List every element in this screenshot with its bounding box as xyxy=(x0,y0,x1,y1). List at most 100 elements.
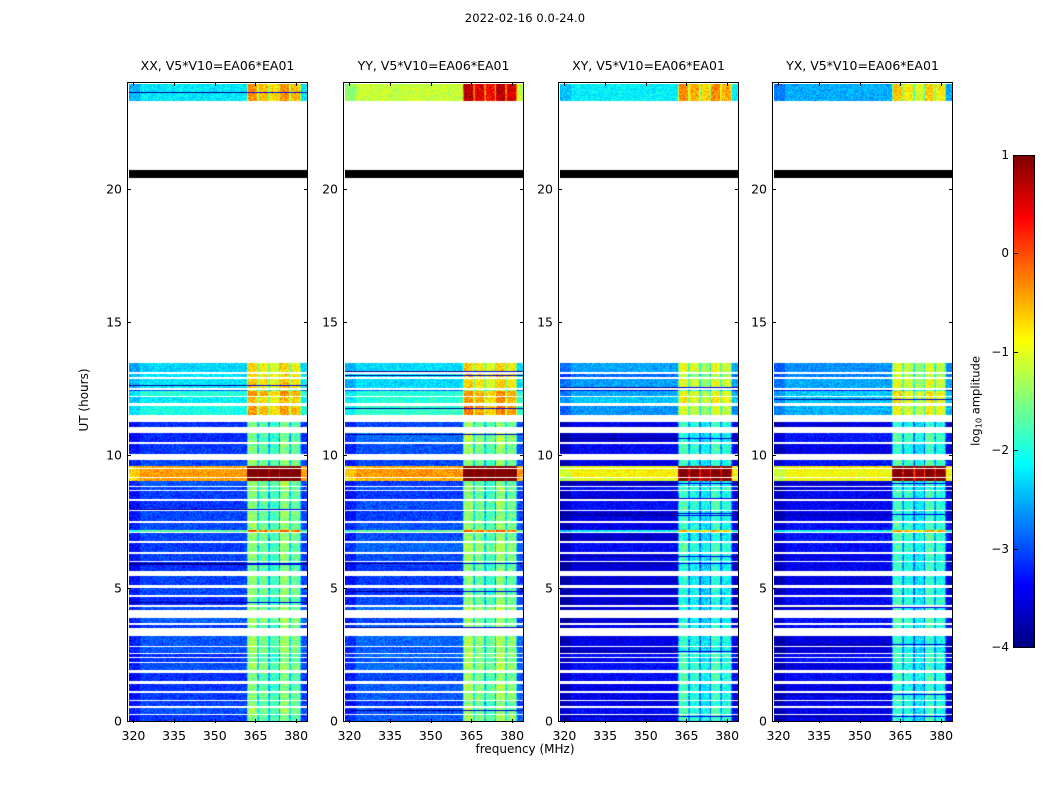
y-tick xyxy=(772,322,776,324)
y-tick xyxy=(343,322,347,324)
colorbar: −4 −3 −2 −1 0 1 xyxy=(991,148,1035,654)
y-tick xyxy=(558,189,562,191)
y-tick-right xyxy=(520,455,524,457)
colorbar-tick xyxy=(1013,253,1018,255)
x-tick-top xyxy=(819,82,821,86)
y-tick-label: 5 xyxy=(114,580,122,596)
x-tick-top xyxy=(941,82,943,86)
x-tick-top xyxy=(296,82,298,86)
y-tick xyxy=(558,322,562,324)
y-tick-label: 10 xyxy=(751,447,767,463)
x-tick xyxy=(430,719,432,723)
y-tick-label: 5 xyxy=(545,580,553,596)
y-tick-label: 5 xyxy=(330,580,338,596)
x-tick xyxy=(174,719,176,723)
y-tick-right xyxy=(735,322,739,324)
x-tick xyxy=(941,719,943,723)
x-tick xyxy=(512,719,514,723)
panel-title: YX, V5*V10=EA06*EA01 xyxy=(786,58,939,73)
x-tick-top xyxy=(255,82,257,86)
y-tick-right xyxy=(949,189,953,191)
x-tick-label: 380 xyxy=(929,728,954,743)
x-tick xyxy=(471,719,473,723)
y-tick-right xyxy=(735,189,739,191)
x-tick-top xyxy=(900,82,902,86)
y-tick-label: 20 xyxy=(322,181,338,197)
y-tick-label: 10 xyxy=(106,447,122,463)
y-tick-label: 15 xyxy=(322,314,338,330)
colorbar-tick-label: −4 xyxy=(991,640,1009,654)
colorbar-tick xyxy=(1013,155,1018,156)
y-tick-right xyxy=(520,588,524,590)
panel-title: YY, V5*V10=EA06*EA01 xyxy=(357,58,510,73)
colorbar-title-sub: 10 xyxy=(973,417,984,429)
y-tick-label: 15 xyxy=(537,314,553,330)
x-tick-top xyxy=(133,82,135,86)
y-tick-right xyxy=(304,322,308,324)
colorbar-tick xyxy=(1013,450,1018,452)
waterfall-image xyxy=(774,84,952,721)
y-tick xyxy=(772,455,776,457)
x-tick xyxy=(255,719,257,723)
y-tick-right xyxy=(735,588,739,590)
x-tick-label: 320 xyxy=(552,728,577,743)
x-tick-label: 350 xyxy=(202,728,227,743)
y-tick xyxy=(343,189,347,191)
x-tick-label: 365 xyxy=(888,728,913,743)
panel-axes xyxy=(772,82,953,722)
colorbar-tick xyxy=(1013,647,1018,648)
x-tick-label: 335 xyxy=(378,728,403,743)
y-tick xyxy=(127,322,131,324)
y-tick xyxy=(772,721,776,722)
colorbar-tick-label: −1 xyxy=(991,344,1009,359)
x-axis-title: frequency (MHz) xyxy=(475,742,575,756)
colorbar-title-base: log xyxy=(968,428,983,446)
x-tick xyxy=(605,719,607,723)
panel-axes xyxy=(127,82,308,722)
y-tick-label: 15 xyxy=(751,314,767,330)
panel-axes xyxy=(343,82,524,722)
x-tick-label: 350 xyxy=(847,728,872,743)
y-tick-right xyxy=(304,721,308,722)
x-tick xyxy=(778,719,780,723)
y-tick xyxy=(127,721,131,722)
y-tick xyxy=(127,588,131,590)
x-tick-label: 380 xyxy=(500,728,525,743)
x-tick xyxy=(564,719,566,723)
y-tick-label: 0 xyxy=(545,713,553,729)
x-tick xyxy=(819,719,821,723)
x-tick-top xyxy=(349,82,351,86)
panel-axes xyxy=(558,82,739,722)
colorbar-gradient xyxy=(1013,155,1035,648)
y-tick xyxy=(343,588,347,590)
y-tick xyxy=(772,189,776,191)
x-tick xyxy=(645,719,647,723)
y-tick xyxy=(558,588,562,590)
y-tick-label: 20 xyxy=(537,181,553,197)
x-tick xyxy=(686,719,688,723)
x-tick-label: 350 xyxy=(633,728,658,743)
colorbar-tick xyxy=(1013,548,1018,550)
x-tick-label: 365 xyxy=(243,728,268,743)
x-tick-top xyxy=(859,82,861,86)
x-tick xyxy=(214,719,216,723)
colorbar-tick-label: 1 xyxy=(1001,148,1009,162)
y-tick-label: 20 xyxy=(751,181,767,197)
y-tick-right xyxy=(304,189,308,191)
panel-title: XY, V5*V10=EA06*EA01 xyxy=(572,58,725,73)
y-tick-right xyxy=(949,588,953,590)
y-tick xyxy=(558,721,562,722)
waterfall-image xyxy=(129,84,307,721)
x-tick-top xyxy=(778,82,780,86)
x-tick xyxy=(349,719,351,723)
y-tick xyxy=(772,588,776,590)
x-tick-label: 320 xyxy=(766,728,791,743)
x-tick-label: 335 xyxy=(162,728,187,743)
colorbar-tick-label: 0 xyxy=(1001,246,1009,261)
x-tick-label: 380 xyxy=(284,728,309,743)
panel-xy: XY, V5*V10=EA06*EA01 320 335 350 365 380 0 5 10 1… xyxy=(537,58,739,743)
y-tick-label: 10 xyxy=(537,447,553,463)
x-tick-label: 365 xyxy=(674,728,699,743)
colorbar-tick xyxy=(1013,351,1018,353)
